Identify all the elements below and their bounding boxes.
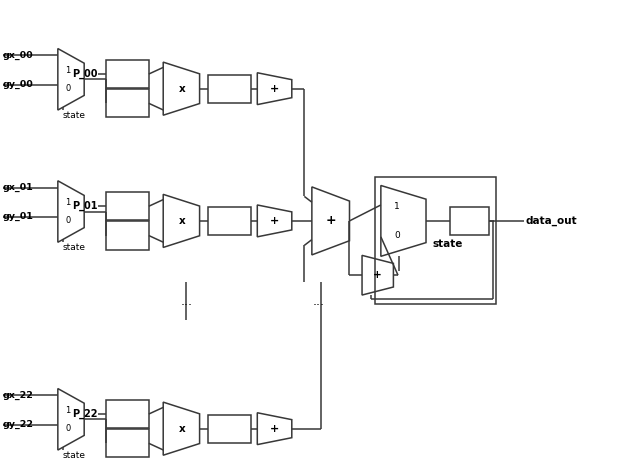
Text: gx_22: gx_22 [3,391,33,400]
Text: gx_00: gx_00 [3,51,33,60]
Text: P_22: P_22 [72,409,97,419]
Text: state: state [62,243,86,252]
Text: ...: ... [180,295,192,308]
Text: state: state [62,111,86,120]
Text: 1: 1 [66,198,71,207]
Text: +: + [374,270,382,280]
Bar [209,415,251,443]
Text: x: x [179,424,185,434]
Bar [106,192,149,220]
Text: data_out: data_out [526,216,577,226]
Bar [106,221,149,250]
Text: P_01: P_01 [72,201,97,211]
Text: gy_00: gy_00 [3,80,33,89]
Text: x: x [179,216,185,226]
Text: 1: 1 [66,406,71,415]
Text: gy_01: gy_01 [3,212,33,221]
Text: 0: 0 [394,231,400,240]
Bar [106,60,149,88]
Bar [209,75,251,103]
Text: +: + [270,424,279,434]
Text: +: + [270,216,279,226]
Text: 1: 1 [66,66,71,75]
Bar [450,207,490,235]
Text: 0: 0 [66,424,71,433]
Text: ...: ... [312,295,324,308]
Text: 1: 1 [394,201,400,210]
Text: 0: 0 [66,84,71,93]
Text: +: + [325,214,336,228]
Text: state: state [432,238,463,248]
Bar [106,89,149,117]
Text: gy_22: gy_22 [3,420,33,429]
Bar [106,429,149,457]
Text: 0: 0 [66,216,71,225]
Bar [375,177,496,304]
Bar [106,400,149,428]
Text: state: state [62,451,86,460]
Text: x: x [179,84,185,94]
Bar [209,207,251,235]
Text: gx_01: gx_01 [3,183,33,192]
Text: +: + [270,84,279,94]
Text: P_00: P_00 [72,69,97,79]
